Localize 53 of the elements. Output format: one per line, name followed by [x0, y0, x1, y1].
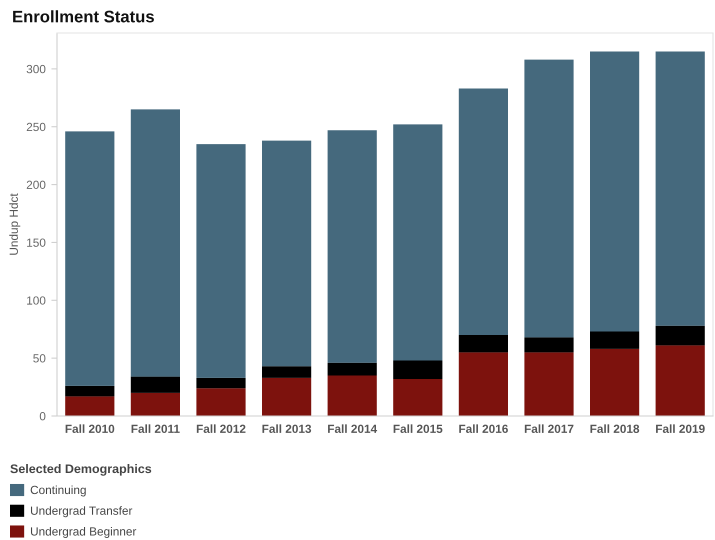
y-tick-label: 300: [26, 64, 46, 74]
bar: [656, 326, 705, 346]
y-tick-label: 50: [33, 354, 46, 363]
bar: [590, 52, 640, 332]
x-tick-label: Fall 2019: [656, 424, 705, 434]
bar: [65, 386, 114, 396]
y-tick-label: 250: [26, 122, 46, 132]
legend-label: Undergrad Beginner: [30, 526, 136, 538]
bar: [262, 378, 312, 416]
bar: [65, 131, 114, 386]
y-tick-label: 200: [26, 180, 46, 189]
bar: [130, 376, 180, 393]
y-axis-title: Undup Hdct: [9, 193, 20, 255]
bar: [524, 60, 574, 338]
bar: [196, 388, 246, 416]
bar: [458, 335, 508, 352]
chart-title: Enrollment Status: [13, 10, 154, 22]
bar: [262, 366, 312, 378]
x-tick-label: Fall 2011: [132, 424, 180, 434]
bar: [328, 362, 377, 376]
legend-label: Continuing: [30, 485, 86, 496]
x-tick-label: Fall 2013: [262, 424, 312, 434]
bar: [524, 352, 574, 416]
x-tick-label: Fall 2014: [328, 424, 378, 434]
bar: [328, 376, 377, 416]
bar: [130, 392, 180, 416]
y-tick-label: 0: [40, 412, 46, 420]
bar: [393, 378, 442, 416]
x-tick-label: Fall 2010: [66, 424, 114, 434]
bar: [524, 337, 574, 352]
x-tick-label: Fall 2017: [524, 424, 574, 434]
y-tick-label: 150: [27, 238, 46, 247]
bar: [458, 352, 508, 416]
legend-title: Selected Demographics: [10, 464, 152, 476]
bar: [196, 378, 246, 388]
bar: [590, 348, 640, 416]
bar: [393, 360, 442, 379]
y-tick-label: 100: [27, 296, 46, 305]
x-tick-label: Fall 2015: [394, 424, 442, 434]
bar: [196, 144, 246, 378]
bar: [656, 345, 705, 416]
bar: [590, 332, 640, 349]
legend-label: Undergrad Transfer: [30, 506, 132, 518]
bar: [328, 130, 377, 363]
x-tick-label: Fall 2016: [459, 424, 508, 434]
bar: [65, 396, 114, 416]
bar: [262, 140, 312, 366]
bar: [393, 124, 442, 360]
x-tick-label: Fall 2018: [590, 424, 640, 434]
x-tick-label: Fall 2012: [196, 424, 246, 434]
bar: [656, 52, 705, 326]
bar: [130, 109, 180, 377]
bar: [458, 88, 508, 336]
